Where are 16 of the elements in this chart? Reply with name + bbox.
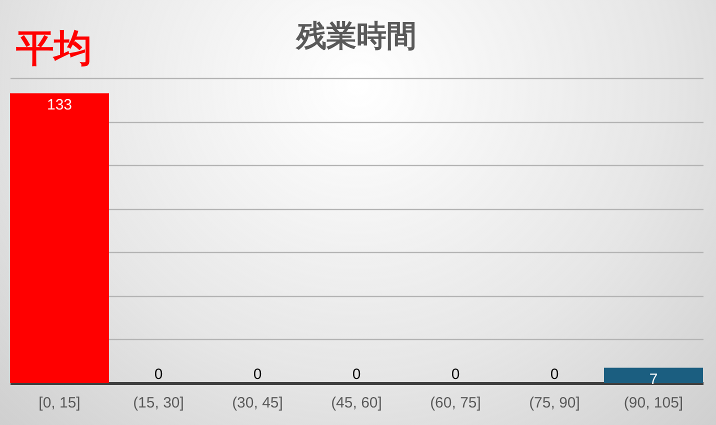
data-label: 0 [550,366,559,383]
x-tick-label: (45, 60] [331,394,382,412]
x-tick-label: (90, 105] [624,394,684,412]
data-label: 133 [46,96,72,114]
chart-title: 残業時間 [294,19,416,54]
x-tick-label: (60, 75] [430,394,481,412]
x-tick-label: (30, 45] [232,394,283,412]
data-label: 0 [352,366,361,383]
data-label: 0 [253,366,262,383]
data-label: 0 [451,366,460,383]
x-tick-label: (15, 30] [133,394,184,412]
data-label: 0 [154,366,163,383]
x-tick-label: [0, 15] [38,394,80,412]
x-tick-label: (75, 90] [529,394,580,412]
data-label: 7 [649,370,658,388]
text: 平均 [16,26,92,70]
